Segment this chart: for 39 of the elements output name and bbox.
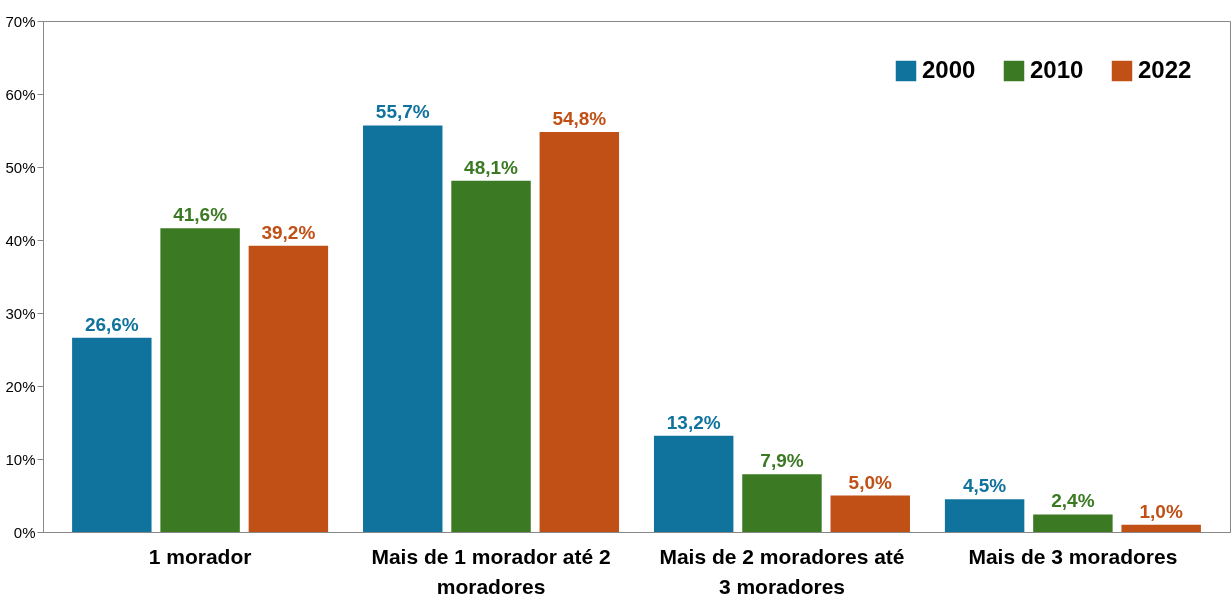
bar xyxy=(451,180,531,532)
bar xyxy=(248,245,329,532)
x-tick-label: Mais de 2 moradores até 3 moradores xyxy=(659,544,905,598)
data-label: 55,7% xyxy=(375,101,430,123)
y-tick-label: 20% xyxy=(5,377,36,395)
data-label: 41,6% xyxy=(173,204,228,226)
bar xyxy=(653,435,734,532)
bar xyxy=(160,228,240,532)
bar xyxy=(1033,514,1113,532)
bar xyxy=(1121,524,1201,532)
data-label: 13,2% xyxy=(666,411,721,433)
data-label: 48,1% xyxy=(464,156,519,178)
x-tick-label: Mais de 1 morador até 2 moradores xyxy=(371,544,611,598)
y-tick-label: 10% xyxy=(5,450,36,468)
x-tick-label: 1 morador xyxy=(148,544,252,568)
legend-label: 2022 xyxy=(1138,56,1192,83)
data-label: 39,2% xyxy=(261,221,316,243)
data-label: 1,0% xyxy=(1139,500,1183,522)
y-tick-label: 50% xyxy=(5,158,36,176)
data-label: 54,8% xyxy=(552,107,607,129)
y-tick-label: 70% xyxy=(5,12,36,30)
y-tick-label: 30% xyxy=(5,304,36,322)
bar xyxy=(539,131,620,532)
y-tick-label: 40% xyxy=(5,231,36,249)
bar xyxy=(363,125,443,532)
legend-label: 2000 xyxy=(922,56,976,83)
y-tick-label: 60% xyxy=(5,85,36,103)
y-tick-label: 0% xyxy=(13,523,36,541)
bar xyxy=(72,337,152,532)
legend-label: 2010 xyxy=(1030,56,1084,83)
data-label: 7,9% xyxy=(760,450,804,472)
data-label: 2,4% xyxy=(1051,490,1095,512)
data-label: 5,0% xyxy=(848,471,892,493)
bar xyxy=(944,499,1025,532)
data-label: 26,6% xyxy=(84,313,139,335)
data-label: 4,5% xyxy=(962,475,1007,497)
bar xyxy=(742,474,822,532)
x-tick-label: Mais de 3 moradores xyxy=(968,544,1178,568)
bar xyxy=(830,495,910,532)
